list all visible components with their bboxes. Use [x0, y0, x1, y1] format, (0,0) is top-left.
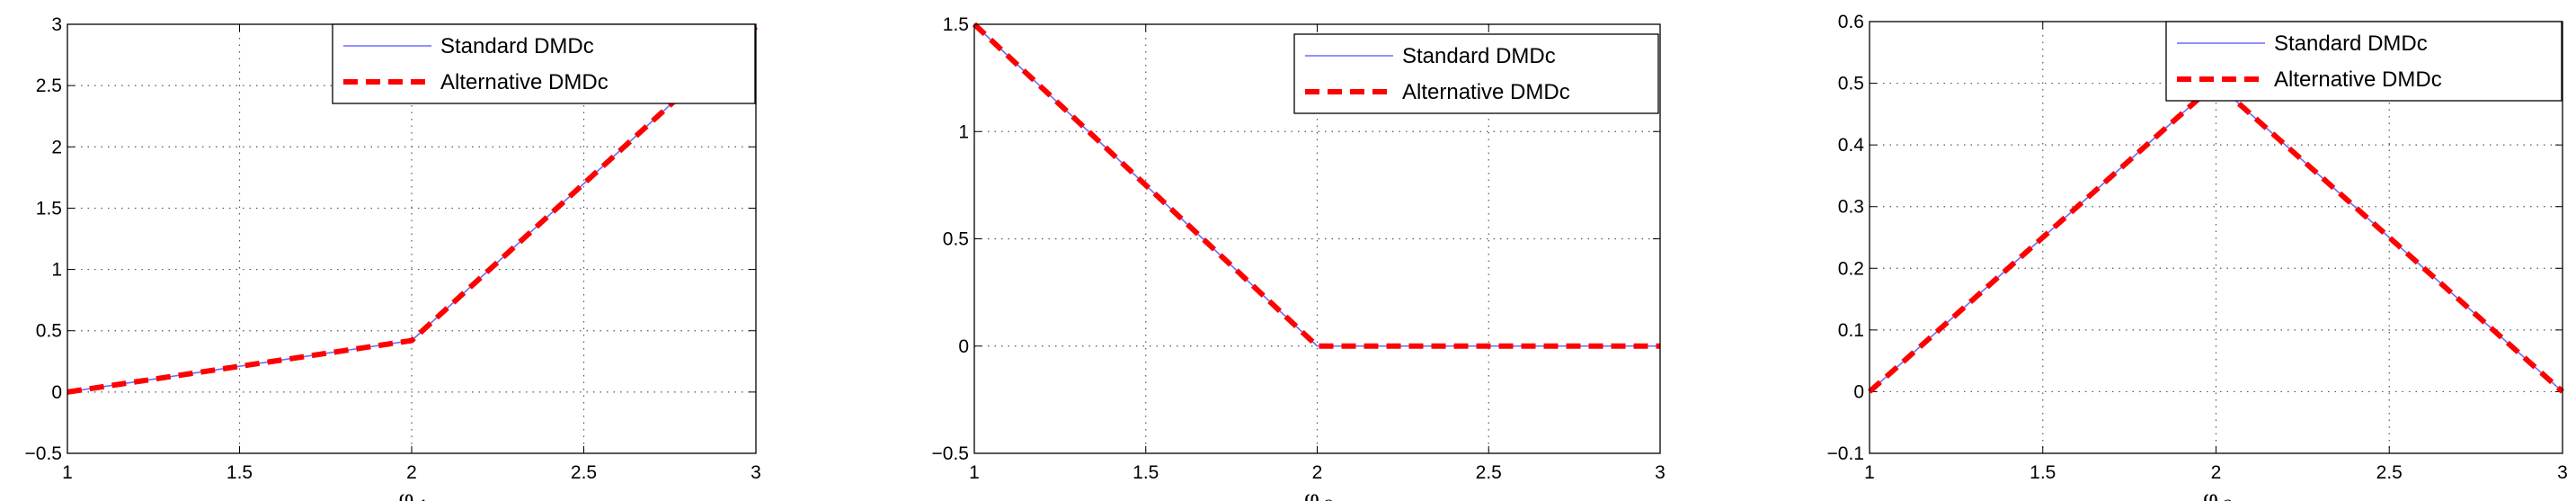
legend-label-alternative-dmdc: Alternative DMDc — [2274, 67, 2442, 92]
y-tick-label: −0.5 — [932, 443, 969, 464]
y-tick-label: 1.5 — [36, 198, 62, 219]
legend-label-alternative-dmdc: Alternative DMDc — [1402, 80, 1570, 104]
y-tick-label: 2.5 — [36, 76, 62, 96]
y-tick-label: 0.6 — [1838, 12, 1864, 32]
x-tick-label: 2 — [406, 462, 417, 483]
x-tick-label: 1 — [62, 462, 73, 483]
y-tick-label: 0 — [1853, 381, 1864, 402]
y-tick-label: 0.3 — [1838, 197, 1864, 218]
legend-label-alternative-dmdc: Alternative DMDc — [440, 70, 608, 94]
series-line-alternative-dmdc — [972, 22, 1660, 349]
chart-phi-2: 1 1.5 2 2.5 3 −0.5 0 0.5 1 1.5 φ 2 Standard DMDc Alte… — [932, 14, 1666, 501]
legend-label-standard-dmdc: Standard DMDc — [1402, 44, 1556, 68]
y-tick-label: 0.5 — [1838, 74, 1864, 94]
legend-box — [1293, 33, 1659, 114]
x-tick-label: 2.5 — [571, 462, 597, 483]
y-tick-label: 0 — [958, 336, 969, 357]
y-tick-label: 2 — [51, 137, 62, 157]
legend: Standard DMDc Alternative DMDc — [332, 23, 756, 104]
series-line-alternative-dmdc — [67, 24, 759, 395]
plot-frame — [973, 23, 1661, 454]
legend: Standard DMDc Alternative DMDc — [1293, 33, 1659, 114]
chart-panel-1: 1 1.5 2 2.5 3 −0.5 0 0.5 1 1.5 2 2.5 3 φ 1 Standard DMD… — [0, 0, 809, 501]
y-tick-label: 0.2 — [1838, 258, 1864, 279]
legend-box — [2165, 21, 2563, 102]
y-tick-label: 1 — [51, 260, 62, 281]
x-tick-label: 3 — [2557, 462, 2568, 483]
y-tick-label: 1.5 — [943, 14, 969, 35]
legend-box — [332, 23, 756, 104]
x-axis-label: φ — [2203, 486, 2218, 501]
x-axis-label: φ — [399, 486, 414, 501]
x-tick-label: 2 — [1312, 462, 1323, 483]
y-tick-label: 0.5 — [36, 321, 62, 342]
y-tick-label: 0.5 — [943, 229, 969, 250]
x-tick-label: 1 — [1864, 462, 1875, 483]
x-axis-label-subscript: 1 — [419, 497, 429, 501]
x-tick-label: 2.5 — [2376, 462, 2403, 483]
y-tick-label: 0.4 — [1838, 135, 1865, 156]
chart-phi-3: 1 1.5 2 2.5 3 −0.1 0 0.1 0.2 0.3 0.4 0.5 0.6 φ 3 Standa… — [1827, 12, 2568, 501]
x-axis-label-subscript: 3 — [2224, 497, 2234, 501]
legend-label-standard-dmdc: Standard DMDc — [2274, 31, 2428, 56]
chart-panel-2: 1 1.5 2 2.5 3 −0.5 0 0.5 1 1.5 φ 2 Standard DMDc Alte… — [899, 0, 1708, 501]
x-tick-label: 2.5 — [1476, 462, 1502, 483]
y-tick-label: 1 — [958, 121, 969, 142]
legend-label-standard-dmdc: Standard DMDc — [440, 34, 594, 58]
chart-panel-3: 1 1.5 2 2.5 3 −0.1 0 0.1 0.2 0.3 0.4 0.5 0.6 φ 3 Standa… — [1762, 0, 2576, 501]
y-tick-label: 0.1 — [1838, 320, 1864, 341]
x-tick-label: 2 — [2211, 462, 2222, 483]
y-tick-label: 0 — [51, 382, 62, 403]
legend: Standard DMDc Alternative DMDc — [2165, 21, 2563, 102]
x-tick-label: 1.5 — [2030, 462, 2056, 483]
y-tick-label: 3 — [51, 14, 62, 35]
x-tick-label: 3 — [1655, 462, 1666, 483]
x-tick-label: 1.5 — [227, 462, 253, 483]
x-tick-label: 3 — [751, 462, 761, 483]
y-tick-label: −0.5 — [25, 443, 62, 464]
chart-phi-1: 1 1.5 2 2.5 3 −0.5 0 0.5 1 1.5 2 2.5 3 φ 1 Standard DMD… — [25, 14, 761, 501]
x-axis-label: φ — [1304, 486, 1319, 501]
x-tick-label: 1.5 — [1133, 462, 1159, 483]
y-tick-label: −0.1 — [1827, 443, 1864, 464]
x-tick-label: 1 — [969, 462, 980, 483]
x-axis-label-subscript: 2 — [1325, 497, 1335, 501]
